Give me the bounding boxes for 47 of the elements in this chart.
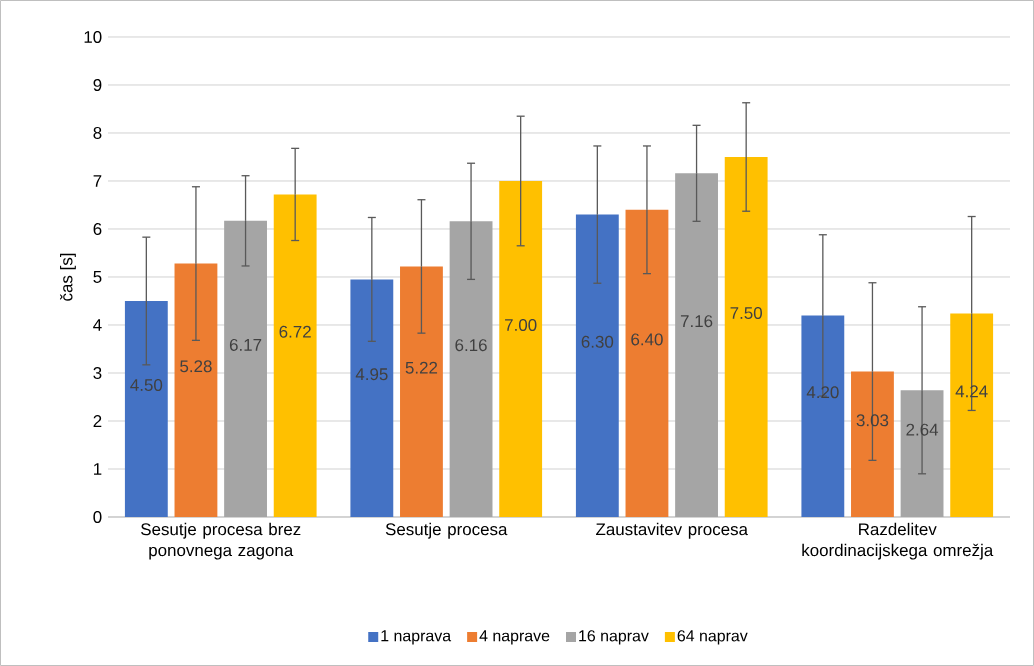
x-tick-label: Sesutje procesa (385, 522, 508, 539)
bar (499, 181, 543, 517)
legend-label: 1 naprava (381, 630, 452, 645)
bar (449, 221, 493, 517)
bar (575, 214, 619, 517)
x-tick-label: Sesutje procesa brez ponovnega zagona (141, 522, 301, 560)
data-label: 5.28 (180, 360, 212, 373)
data-label: 7.16 (680, 315, 713, 328)
data-label: 6.16 (455, 339, 487, 352)
y-tick-label: 6 (93, 223, 102, 235)
y-tick-label: 2 (93, 415, 102, 427)
data-label: 2.64 (906, 423, 939, 436)
data-label: 6.40 (631, 333, 663, 346)
bar (801, 315, 845, 517)
bar (273, 194, 317, 517)
data-label: 4.50 (130, 379, 163, 391)
data-label: 6.72 (279, 325, 311, 338)
data-label: 6.17 (229, 338, 262, 351)
legend-label: 16 naprav (579, 630, 649, 645)
data-label: 5.22 (405, 361, 438, 374)
x-tick-label: Zaustavitev procesa (596, 522, 748, 539)
data-label: 7.50 (730, 307, 762, 319)
legend-label: 4 naprave (479, 630, 550, 645)
bar (625, 209, 669, 517)
y-tick-label: 1 (94, 463, 102, 475)
y-tick-label: 5 (93, 271, 102, 283)
y-tick-label: 8 (93, 127, 102, 139)
bar (124, 301, 168, 517)
legend-label: 64 naprav (677, 630, 748, 645)
bar (724, 157, 768, 517)
y-tick-label: 0 (93, 511, 102, 523)
data-label: 6.30 (581, 335, 614, 348)
y-tick-label: 7 (93, 175, 102, 187)
data-label: 7.00 (505, 319, 537, 331)
y-tick-label: 4 (93, 319, 102, 331)
bar (350, 279, 394, 517)
bar (174, 263, 218, 517)
y-tick-label: 3 (93, 367, 102, 379)
x-tick-label: Razdelitev koordinacijskega omrežja (802, 522, 994, 560)
bar (400, 266, 443, 517)
y-tick-label: 10 (84, 31, 102, 43)
bar (950, 313, 994, 517)
y-tick-label: 9 (93, 79, 102, 91)
data-label: 4.95 (355, 368, 388, 381)
bar (224, 220, 267, 517)
bar (675, 173, 718, 517)
y-axis-title: čas [s] (59, 253, 76, 301)
